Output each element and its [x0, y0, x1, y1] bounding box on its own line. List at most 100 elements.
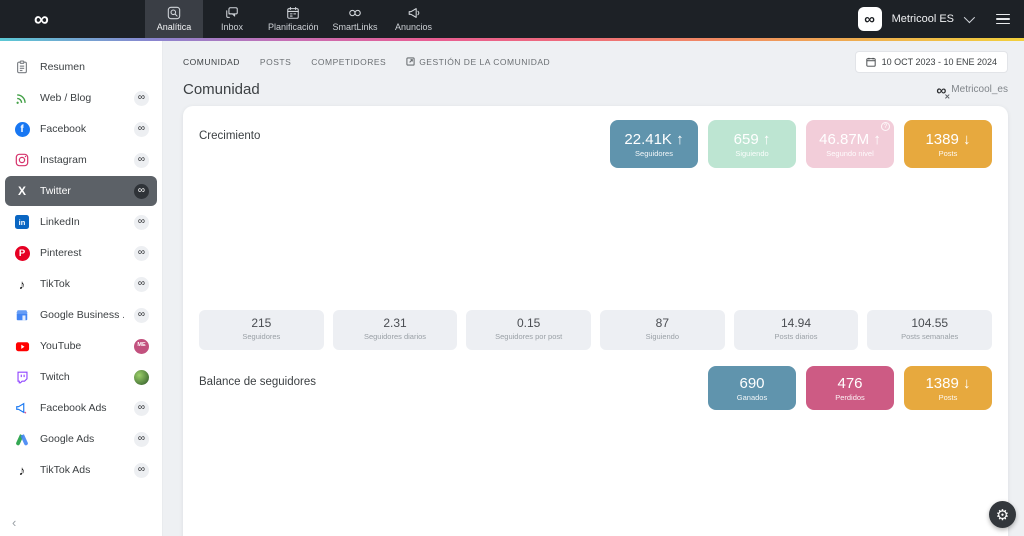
stat-label: Posts: [938, 148, 958, 158]
sidebar-item-linkedin[interactable]: in LinkedIn ∞: [5, 207, 157, 237]
growth-chart[interactable]: [199, 170, 992, 298]
google-ads-icon: [14, 431, 30, 447]
account-switcher[interactable]: Metricool ES: [891, 13, 954, 25]
sidebar-item-tiktok[interactable]: ♪ TikTok ∞: [5, 269, 157, 299]
settings-fab[interactable]: ⚙: [989, 501, 1016, 528]
sidebar-item-facebook[interactable]: f Facebook ∞: [5, 114, 157, 144]
tiktok-icon: ♪: [18, 276, 26, 292]
metric-label: Posts semanales: [901, 332, 959, 341]
metric-siguiendo: 87 Siguiendo: [600, 310, 725, 350]
balance-heading: Balance de seguidores: [199, 376, 316, 388]
metric-label: Seguidores por post: [495, 332, 563, 341]
stat-label: Ganados: [736, 392, 768, 402]
nav-tab-label: Analítica: [156, 22, 192, 32]
account-handle: Metricool_es: [951, 84, 1008, 95]
metric-value: 0.15: [517, 316, 541, 330]
metric-value: 104.55: [911, 316, 949, 330]
nav-tab-label: SmartLinks: [332, 22, 378, 32]
youtube-icon: [14, 338, 30, 354]
growth-card-segundo-nivel: 46.87M ↑ Segundo nivel?: [806, 120, 894, 168]
gear-icon: ⚙: [995, 506, 1010, 524]
connected-infinity-badge-icon: ∞: [134, 245, 149, 261]
nav-tab-planificaci-n[interactable]: Planificación: [261, 0, 326, 38]
tab-posts[interactable]: POSTS: [260, 57, 291, 67]
search-icon: [167, 6, 181, 20]
growth-card-siguiendo: 659 ↑ Siguiendo: [708, 120, 796, 168]
stat-label: Seguidores: [635, 148, 673, 158]
metric-posts-diarios: 14.94 Posts diarios: [733, 310, 859, 350]
tab-label: GESTIÓN DE LA COMUNIDAD: [419, 57, 551, 67]
growth-card-posts: 1389 ↓ Posts: [904, 120, 992, 168]
nav-tab-anuncios[interactable]: Anuncios: [385, 0, 443, 38]
sidebar-item-google-ads[interactable]: Google Ads ∞: [5, 424, 157, 454]
metric-label: Seguidores: [242, 332, 281, 341]
connected-infinity-badge-icon: ∞: [134, 431, 149, 447]
date-range-picker[interactable]: 10 OCT 2023 - 10 ENE 2024: [854, 51, 1008, 73]
nav-tab-label: Inbox: [220, 22, 243, 32]
external-link-icon: [406, 56, 415, 68]
chevron-down-icon[interactable]: [963, 11, 976, 24]
sidebar-item-label: Pinterest: [40, 247, 82, 259]
metricool-logo-icon: ∞: [34, 7, 49, 31]
stat-value: 659 ↑: [733, 130, 771, 148]
main-nav-tabs: Analítica Inbox Planificación SmartLinks Anu…: [144, 0, 443, 38]
nav-tab-smartlinks[interactable]: SmartLinks: [326, 0, 385, 38]
metric-value: 2.31: [383, 316, 407, 330]
hamburger-menu-icon[interactable]: [996, 13, 1010, 25]
sidebar-item-tiktok-ads[interactable]: ♪ TikTok Ads ∞: [5, 455, 157, 485]
tab-comunidad[interactable]: COMUNIDAD: [183, 57, 240, 67]
sidebar-item-label: Web / Blog: [40, 92, 92, 104]
sidebar-collapse-button[interactable]: ‹: [12, 515, 17, 530]
facebook-ads-icon: [14, 400, 30, 416]
calendar-icon: [865, 57, 876, 67]
sidebar-item-google-business[interactable]: Google Business ... ∞: [5, 300, 157, 330]
stat-label: Posts: [938, 392, 958, 402]
metric-label: Seguidores diarios: [363, 332, 427, 341]
brand-gradient-divider: [0, 38, 1024, 41]
top-navbar: ∞ Analítica Inbox Planificación SmartLinks A…: [0, 0, 1024, 38]
sidebar-item-resumen[interactable]: Resumen: [5, 52, 157, 82]
sidebar-item-pinterest[interactable]: P Pinterest ∞: [5, 238, 157, 268]
stat-value: 1389 ↓: [925, 130, 971, 148]
tab-gesti-n-de-la-comunidad[interactable]: GESTIÓN DE LA COMUNIDAD: [406, 56, 551, 68]
page-title: Comunidad: [183, 81, 260, 98]
connected-infinity-badge-icon: ∞: [134, 214, 149, 230]
connected-infinity-badge-icon: ∞: [134, 462, 149, 478]
connected-infinity-badge-icon: ∞: [134, 183, 149, 199]
sidebar-item-label: Twitch: [40, 371, 70, 383]
metric-value: 87: [655, 316, 670, 330]
connected-account: ∞ ✕ Metricool_es: [936, 82, 1008, 101]
help-icon[interactable]: ?: [881, 122, 890, 131]
main-content: COMUNIDAD POSTS COMPETIDORES GESTIÓN DE LA …: [163, 41, 1024, 536]
nav-tab-inbox[interactable]: Inbox: [203, 0, 261, 38]
sidebar-item-facebook-ads[interactable]: Facebook Ads ∞: [5, 393, 157, 423]
megaphone-icon: [407, 6, 421, 20]
balance-chart[interactable]: [199, 412, 992, 522]
metric-value: 215: [251, 316, 272, 330]
twitch-avatar: [134, 369, 149, 385]
nav-tab-label: Anuncios: [395, 22, 433, 32]
pinterest-icon: P: [14, 245, 30, 261]
sidebar-item-label: Facebook: [40, 123, 87, 135]
tab-label: COMUNIDAD: [183, 57, 240, 67]
twitter-x-icon: X: [17, 184, 26, 198]
inbox-icon: [225, 6, 239, 20]
sidebar-item-web-blog[interactable]: Web / Blog ∞: [5, 83, 157, 113]
sidebar-item-instagram[interactable]: Instagram ∞: [5, 145, 157, 175]
brand-avatar-icon: ∞: [857, 7, 882, 31]
stat-value: 22.41K ↑: [624, 130, 684, 148]
tab-competidores[interactable]: COMPETIDORES: [311, 57, 386, 67]
metric-posts-semanales: 104.55 Posts semanales: [867, 310, 993, 350]
instagram-icon: [14, 152, 30, 168]
connected-infinity-badge-icon: ∞: [134, 121, 149, 137]
sidebar-item-label: YouTube: [40, 340, 82, 352]
report-icon: [14, 59, 30, 75]
sidebar-item-twitter[interactable]: X Twitter ∞: [5, 176, 157, 206]
community-card: Crecimiento 22.41K ↑ Seguidores 659 ↑ Sigui…: [183, 106, 1008, 536]
sidebar-item-twitch[interactable]: Twitch: [5, 362, 157, 392]
connected-infinity-badge-icon: ∞: [134, 152, 149, 168]
nav-tab-anal-tica[interactable]: Analítica: [144, 0, 203, 38]
sidebar-item-youtube[interactable]: YouTube ME: [5, 331, 157, 361]
tab-label: COMPETIDORES: [311, 57, 387, 67]
rss-icon: [14, 90, 30, 106]
